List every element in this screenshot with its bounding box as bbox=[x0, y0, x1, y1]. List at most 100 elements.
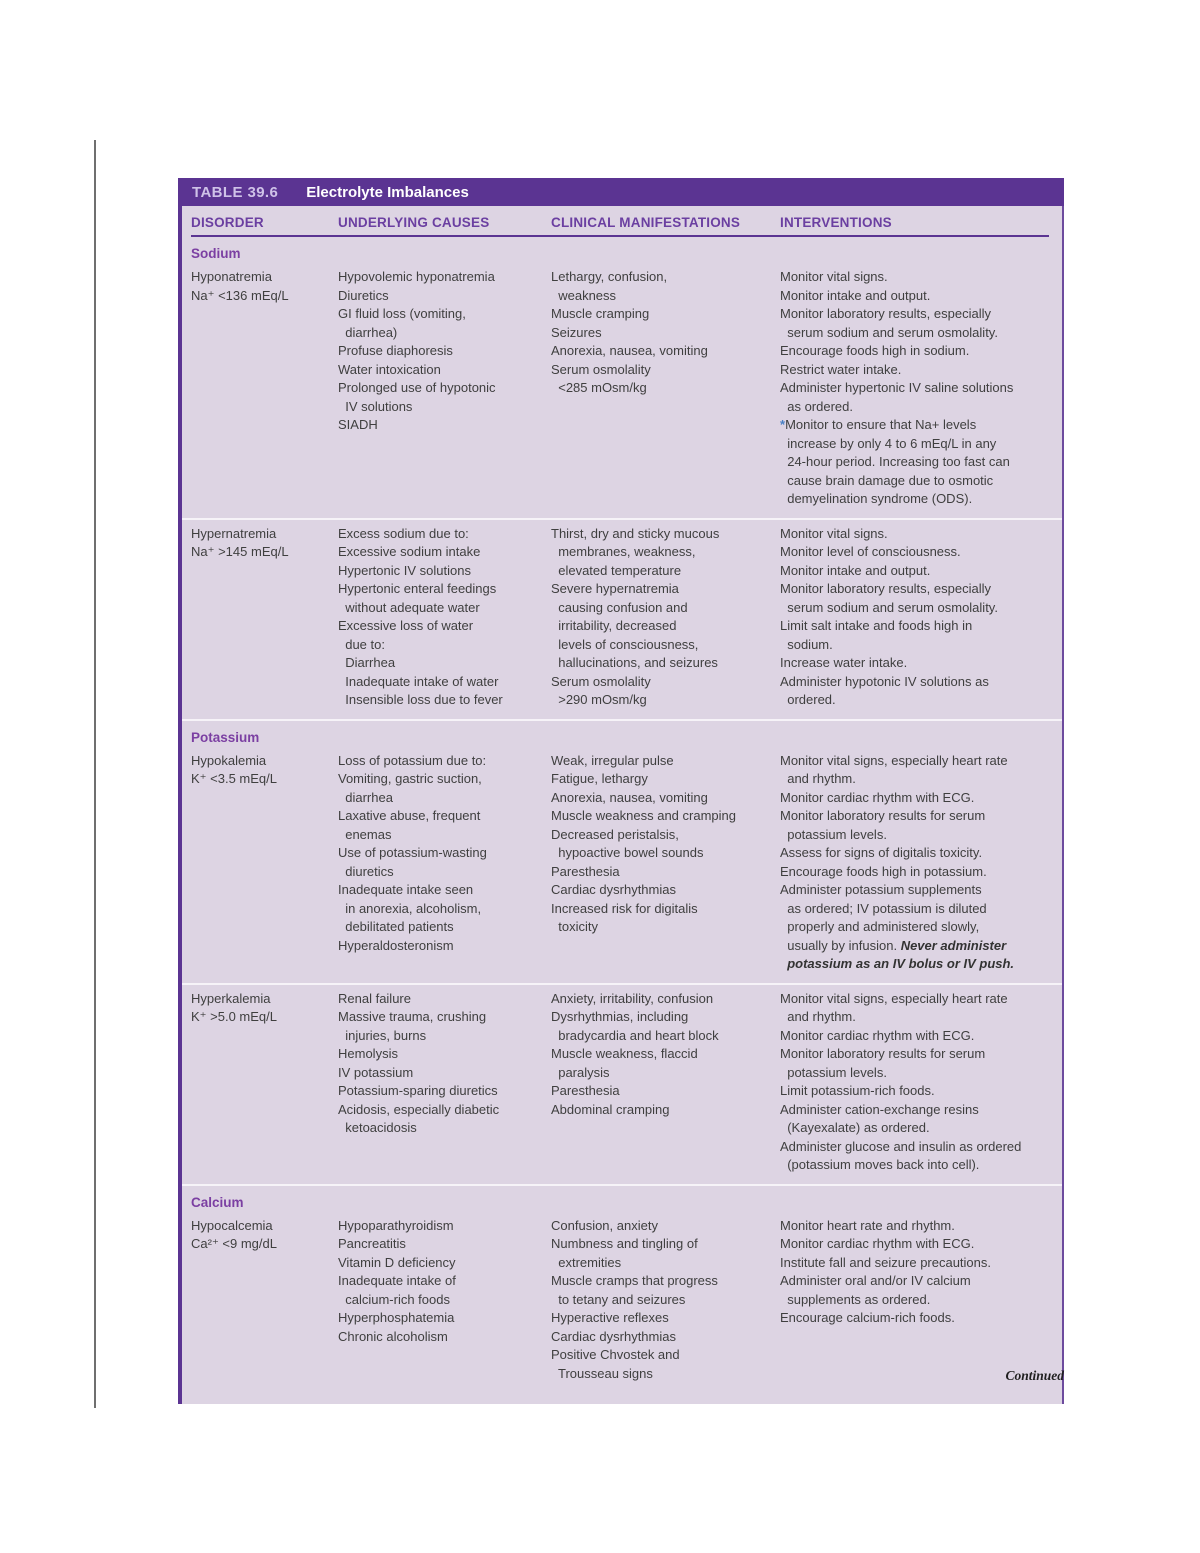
cell-line: weakness bbox=[551, 287, 617, 303]
cell-line: Hyperphosphatemia bbox=[338, 1310, 455, 1325]
cell-line: Trousseau signs bbox=[551, 1365, 653, 1381]
cell-line: Limit potassium-rich foods. bbox=[780, 1083, 935, 1098]
cell-line: Hyperkalemia bbox=[191, 990, 271, 1006]
cell-line: and rhythm. bbox=[780, 1009, 856, 1024]
cell-line: Encourage calcium-rich foods. bbox=[780, 1310, 955, 1325]
cell-line: Administer hypertonic IV saline solution… bbox=[780, 380, 1014, 395]
cell-causes: Excess sodium due to: Excessive sodium in… bbox=[338, 525, 551, 710]
cell-line: Monitor laboratory results, especially bbox=[780, 306, 991, 321]
cell-line: Hyperactive reflexes bbox=[551, 1310, 669, 1325]
cell-line: Monitor laboratory results, especially bbox=[780, 581, 991, 596]
warning-emphasis-text: potassium as an IV bolus or IV push. bbox=[780, 956, 1015, 971]
cell-line: Muscle cramping bbox=[551, 306, 650, 321]
cell-text: Monitor to ensure that Na+ levels bbox=[785, 417, 977, 432]
cell-line: >290 mOsm/kg bbox=[551, 692, 647, 707]
column-header-disorder: DISORDER bbox=[191, 215, 264, 230]
cell-line: Monitor intake and output. bbox=[780, 287, 931, 303]
cell-manifestations: Thirst, dry and sticky mucous membranes,… bbox=[551, 525, 780, 710]
cell-line: potassium levels. bbox=[780, 1064, 887, 1080]
cell-line: Restrict water intake. bbox=[780, 361, 902, 377]
cell-interventions: Monitor vital signs. Monitor intake and o… bbox=[780, 268, 1049, 509]
cell-line: cause brain damage due to osmotic bbox=[780, 472, 994, 488]
column-header-interventions: INTERVENTIONS bbox=[780, 215, 892, 230]
cell-line: Seizures bbox=[551, 324, 602, 340]
cell-line: Hypocalcemia bbox=[191, 1217, 273, 1233]
table-title: Electrolyte Imbalances bbox=[306, 183, 469, 201]
cell-line: Monitor vital signs, especially heart ra… bbox=[780, 752, 1008, 768]
cell-line: Assess for signs of digitalis toxicity. bbox=[780, 845, 983, 860]
cell-line: Encourage foods high in potassium. bbox=[780, 863, 987, 879]
cell-line: increase by only 4 to 6 mEq/L in any bbox=[780, 435, 997, 451]
cell-line: as ordered. bbox=[780, 398, 853, 414]
cell-line: Anorexia, nausea, vomiting bbox=[551, 343, 708, 358]
table-number-label: TABLE 39.6 bbox=[192, 183, 279, 201]
cell-line: Hypertonic enteral feedings bbox=[338, 581, 497, 596]
cell-line: Cardiac dysrhythmias bbox=[551, 882, 676, 897]
cell-line: Decreased peristalsis, bbox=[551, 826, 679, 842]
cell-line: diarrhea bbox=[338, 789, 393, 805]
cell-line: Lethargy, confusion, bbox=[551, 269, 668, 284]
cell-line: extremities bbox=[551, 1254, 622, 1270]
cell-line: K⁺ <3.5 mEq/L bbox=[191, 771, 277, 786]
cell-line: Vomiting, gastric suction, bbox=[338, 771, 482, 786]
table-rows: Sodium Hyponatremia Na⁺ <136 mEq/L Hypovole… bbox=[182, 237, 1062, 1392]
cell-line: Excessive sodium intake bbox=[338, 544, 481, 559]
section-header-potassium: Potassium bbox=[191, 729, 260, 745]
cell-line: serum sodium and serum osmolality. bbox=[780, 599, 998, 615]
cell-line: K⁺ >5.0 mEq/L bbox=[191, 1009, 277, 1024]
cell-line: Hypokalemia bbox=[191, 752, 267, 768]
cell-line: Anorexia, nausea, vomiting bbox=[551, 789, 708, 805]
cell-line: Ca²⁺ <9 mg/dL bbox=[191, 1236, 277, 1251]
table-body: DISORDER UNDERLYING CAUSES CLINICAL MANI… bbox=[178, 206, 1064, 1404]
cell-line: membranes, weakness, bbox=[551, 544, 696, 559]
cell-line: Numbness and tingling of bbox=[551, 1236, 698, 1251]
section-header-calcium: Calcium bbox=[191, 1194, 244, 1210]
cell-line: Monitor vital signs, especially heart ra… bbox=[780, 990, 1008, 1006]
cell-line: 24-hour period. Increasing too fast can bbox=[780, 454, 1010, 469]
warning-emphasis-text: Never administer bbox=[900, 937, 1007, 953]
cell-line: Fatigue, lethargy bbox=[551, 771, 648, 786]
cell-line: serum sodium and serum osmolality. bbox=[780, 324, 998, 340]
cell-line: Hemolysis bbox=[338, 1046, 398, 1061]
cell-line: Diarrhea bbox=[338, 655, 396, 670]
cell-line: Hypertonic IV solutions bbox=[338, 562, 471, 578]
cell-line: Renal failure bbox=[338, 990, 411, 1006]
cell-line: Monitor level of consciousness. bbox=[780, 544, 961, 559]
cell-manifestations: Confusion, anxiety Numbness and tingling … bbox=[551, 1217, 780, 1384]
cell-line: Monitor vital signs. bbox=[780, 525, 888, 541]
cell-line: Use of potassium-wasting bbox=[338, 845, 487, 860]
cell-line: Hyponatremia bbox=[191, 269, 272, 284]
cell-line: supplements as ordered. bbox=[780, 1291, 931, 1307]
electrolyte-imbalances-table: TABLE 39.6 Electrolyte Imbalances DISORD… bbox=[178, 178, 1064, 1404]
cell-line: Profuse diaphoresis bbox=[338, 343, 453, 358]
cell-disorder: Hypokalemia K⁺ <3.5 mEq/L bbox=[191, 752, 338, 974]
cell-manifestations: Anxiety, irritability, confusion Dysrhyth… bbox=[551, 990, 780, 1175]
cell-line: Monitor laboratory results for serum bbox=[780, 808, 986, 823]
cell-line: Serum osmolality bbox=[551, 673, 651, 689]
cell-line: (potassium moves back into cell). bbox=[780, 1157, 980, 1172]
cell-line: IV solutions bbox=[338, 398, 413, 414]
cell-interventions: Monitor vital signs. Monitor level of con… bbox=[780, 525, 1049, 710]
cell-disorder: Hypocalcemia Ca²⁺ <9 mg/dL bbox=[191, 1217, 338, 1384]
cell-line: Encourage foods high in sodium. bbox=[780, 343, 970, 358]
column-header-row: DISORDER UNDERLYING CAUSES CLINICAL MANI… bbox=[191, 206, 1049, 237]
row-separator bbox=[182, 517, 1062, 520]
cell-manifestations: Weak, irregular pulse Fatigue, lethargy An… bbox=[551, 752, 780, 974]
footnote-asterisk-icon: * bbox=[780, 417, 786, 432]
continued-label: Continued bbox=[1005, 1368, 1064, 1383]
cell-line: Excess sodium due to: bbox=[338, 525, 469, 541]
cell-line: paralysis bbox=[551, 1064, 610, 1080]
cell-interventions: Monitor heart rate and rhythm. Monitor ca… bbox=[780, 1217, 1049, 1384]
cell-line: Laxative abuse, frequent bbox=[338, 808, 481, 823]
cell-line: hypoactive bowel sounds bbox=[551, 845, 704, 860]
cell-line: Na⁺ <136 mEq/L bbox=[191, 287, 289, 303]
cell-line: *Monitor to ensure that Na+ levels bbox=[780, 416, 1049, 435]
cell-line: potassium as an IV bolus or IV push. bbox=[780, 955, 1049, 974]
cell-line: <285 mOsm/kg bbox=[551, 380, 647, 395]
cell-line: hallucinations, and seizures bbox=[551, 655, 718, 670]
cell-line: Administer potassium supplements bbox=[780, 882, 982, 897]
cell-line: Insensible loss due to fever bbox=[338, 692, 503, 707]
cell-line: Chronic alcoholism bbox=[338, 1328, 448, 1344]
cell-line: irritability, decreased bbox=[551, 618, 677, 633]
